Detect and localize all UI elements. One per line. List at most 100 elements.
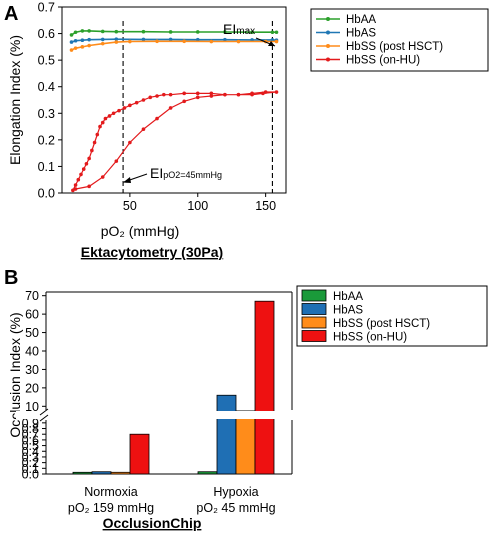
panel-a-data-point-0: [73, 30, 78, 35]
panel-a-data-point-0: [270, 30, 275, 35]
panel-a-data-point-2: [87, 43, 91, 48]
panel-b-legend-box: [296, 285, 488, 347]
panel-a-data-point-3: [100, 175, 105, 179]
panel-a-y-tick-label: 0.6: [38, 27, 55, 41]
panel-a-data-point-3: [111, 111, 116, 116]
panel-b-legend-label: HbSS (post HSCT): [333, 318, 430, 330]
panel-a-data-point-3: [195, 95, 200, 100]
panel-a-data-point-2: [155, 39, 159, 44]
panel-b-y-tick-label: 60: [25, 308, 39, 322]
panel-a-legend-marker: [326, 44, 330, 48]
panel-b-y-tick-label: 30: [25, 363, 39, 377]
panel-b-bar-2: [235, 410, 256, 475]
panel-b-label: B: [4, 267, 18, 289]
panel-a-data-point-3: [76, 177, 81, 182]
panel-a-data-point-2: [236, 39, 241, 44]
panel-a-x-tick-label: 100: [187, 199, 208, 213]
panel-a-data-point-3: [263, 90, 268, 94]
panel-a-legend-label: HbAS: [346, 28, 376, 40]
panel-a-data-point-3: [168, 106, 173, 110]
panel-a-data-point-3: [134, 100, 139, 105]
panel-a-y-tick-label: 0.3: [38, 107, 55, 121]
panel-a-data-point-1: [100, 37, 105, 42]
panel-a-data-point-0: [250, 30, 254, 35]
panel-a-data-point-2: [100, 41, 105, 46]
panel-a-data-point-3: [141, 98, 146, 102]
panel-a-data-point-3: [141, 127, 146, 132]
panel-a-data-point-3: [98, 124, 102, 129]
panel-b-axis-break-mark: [39, 414, 49, 422]
panel-a-data-point-1: [223, 37, 227, 42]
panel-b-axis-break-gap: [16, 411, 300, 419]
panel-a-eipo2-annotation: EIpO2=45mmHg: [150, 165, 222, 181]
panel-a-legend-marker: [326, 57, 330, 62]
panel-b-y-tick-label: 50: [25, 326, 39, 340]
panel-b-y-tick-label: 20: [25, 381, 39, 395]
panel-a-data-point-2: [209, 39, 214, 44]
panel-b-bar-2: [110, 471, 131, 475]
panel-a-x-tick-label: 150: [255, 199, 276, 213]
panel-b-y-tick-label: 0.7: [22, 428, 39, 442]
panel-a-data-point-3: [71, 188, 75, 193]
panel-a-data-point-0: [195, 30, 200, 34]
panel-b-y-tick-label: 0.5: [22, 439, 39, 453]
panel-b-y-tick-label: 0.3: [22, 450, 39, 464]
panel-a-legend-box: [310, 8, 489, 72]
panel-a-data-point-3: [162, 92, 166, 97]
panel-b-bar-0: [72, 471, 93, 475]
panel-b-bar-1: [216, 394, 237, 475]
panel-b-y-tick-label: 0.9: [22, 416, 39, 430]
panel-a-legend-marker: [326, 30, 330, 35]
panel-b-legend-swatch: [301, 303, 327, 315]
panel-a-data-point-2: [73, 46, 78, 50]
panel-a-data-point-3: [182, 91, 186, 96]
panel-a-legend-label: HbAA: [346, 14, 376, 26]
panel-a-data-point-1: [80, 38, 85, 43]
panel-a-legend-marker: [326, 17, 330, 21]
panel-a-data-point-3: [87, 184, 91, 189]
panel-a-data-point-3: [274, 90, 279, 94]
panel-a-plot-frame: [61, 6, 287, 194]
panel-a-caption: Ektacytometry (30Pa): [81, 244, 223, 260]
panel-a-data-point-2: [69, 48, 74, 52]
panel-a-data-point-0: [80, 29, 85, 33]
panel-b-legend-label: HbAS: [333, 305, 363, 317]
panel-a-data-point-2: [114, 40, 119, 44]
panel-a-data-point-2: [182, 39, 186, 44]
panel-a-data-point-3: [87, 156, 91, 161]
panel-b-y-tick-label: 0.0: [22, 468, 39, 482]
panel-a-x-axis-label: pO₂ (mmHg): [101, 223, 180, 239]
panel-b-y-tick-label: 70: [25, 289, 39, 303]
panel-a-y-tick-label: 0.0: [38, 187, 55, 201]
panel-a-y-tick-label: 0.4: [38, 80, 55, 94]
panel-a-data-point-3: [92, 140, 97, 145]
panel-a-data-point-3: [236, 92, 241, 97]
panel-a-data-point-1: [87, 37, 91, 42]
panel-b-y-tick-label: 10: [25, 400, 39, 414]
panel-a-data-point-0: [69, 33, 74, 37]
panel-b-y-tick-label: 0.6: [22, 433, 39, 447]
panel-a-data-point-0: [274, 30, 279, 35]
panel-a-data-point-3: [209, 94, 214, 98]
panel-b-category-label: Normoxia: [84, 485, 138, 499]
panel-a-data-point-3: [84, 161, 89, 166]
panel-b-y-tick-label: 0.2: [22, 456, 39, 470]
panel-a-eipo2-subscript: pO2=45mmHg: [163, 170, 222, 180]
panel-a-data-point-3: [128, 103, 132, 108]
panel-a-data-point-3: [81, 167, 86, 171]
panel-a-data-point-3: [155, 94, 159, 98]
panel-a-data-point-0: [141, 29, 146, 34]
panel-b-y-tick-label: 0.8: [22, 422, 39, 436]
panel-a-y-tick-label: 0.2: [38, 133, 55, 147]
panel-a-data-point-1: [141, 37, 146, 42]
panel-a-eimax-subscript: max: [236, 26, 255, 37]
panel-b-plot: 10 20 30 40 50 60 70 0.00.10.20.30.40.50.60.70.…: [16, 285, 488, 515]
panel-a-data-point-3: [195, 91, 200, 96]
panel-b-category-label: Hypoxia: [213, 485, 258, 499]
panel-a-data-point-1: [69, 40, 74, 44]
panel-b-bar-3: [129, 433, 150, 475]
panel-a-x-tick-label: 50: [123, 199, 137, 213]
panel-a-data-point-3: [148, 95, 153, 100]
panel-a-y-tick-label: 0.5: [38, 54, 55, 68]
panel-b-caption: OcclusionChip: [103, 515, 202, 531]
